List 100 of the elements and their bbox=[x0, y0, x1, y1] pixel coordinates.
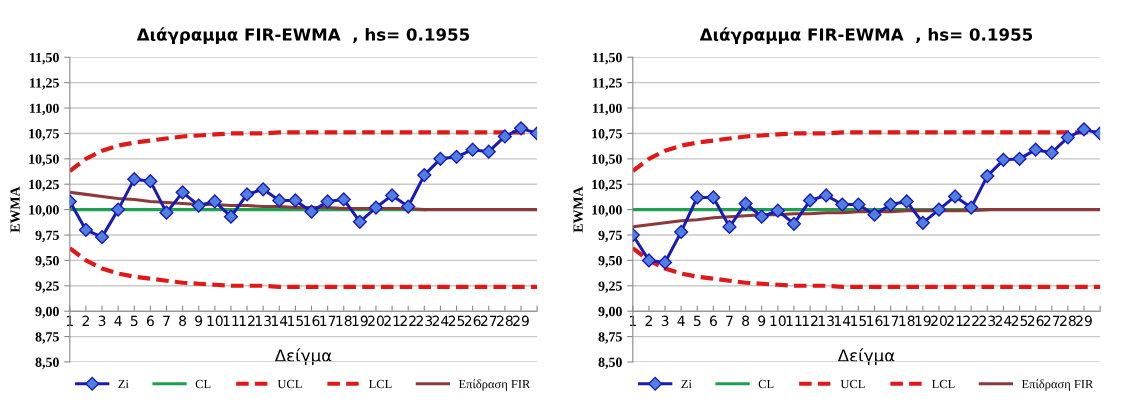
x-tick-label: 2 bbox=[645, 315, 652, 326]
legend-label: Επίδραση FIR bbox=[1021, 379, 1094, 391]
x-tick-label: 27 bbox=[1043, 315, 1060, 326]
y-axis-title: EWMA bbox=[573, 186, 583, 233]
y-tick-label: 8,50 bbox=[35, 357, 59, 369]
y-tick-label: 9,25 bbox=[35, 281, 59, 293]
x-tick-label: 22 bbox=[400, 315, 416, 326]
point bbox=[851, 197, 866, 212]
point bbox=[352, 214, 367, 229]
x-tick-label: 9 bbox=[195, 315, 203, 327]
point bbox=[94, 229, 110, 245]
point bbox=[127, 172, 142, 187]
x-tick-label: 4 bbox=[114, 315, 122, 326]
legend-label: Επίδραση FIR bbox=[458, 379, 531, 391]
x-tick-label: 29 bbox=[513, 315, 529, 327]
point bbox=[1028, 142, 1043, 157]
x-tick-label: 13 bbox=[818, 315, 834, 327]
point bbox=[465, 142, 480, 157]
x-tick-label: 1 bbox=[629, 315, 636, 326]
y-tick-label: 8,75 bbox=[35, 332, 59, 344]
x-tick-label: 3 bbox=[98, 315, 106, 327]
point bbox=[143, 174, 158, 189]
y-tick-label: 9,50 bbox=[35, 255, 59, 268]
x-tick-label: 17 bbox=[883, 315, 899, 326]
x-tick-label: 14 bbox=[271, 315, 288, 326]
line-series bbox=[632, 246, 1101, 289]
x-tick-label: 28 bbox=[1060, 315, 1076, 327]
point bbox=[336, 192, 351, 207]
y-tick-label: 10,50 bbox=[29, 154, 59, 166]
x-tick-label: 8 bbox=[742, 315, 750, 327]
point bbox=[1012, 151, 1027, 166]
y-tick-label: 9,75 bbox=[598, 230, 622, 242]
x-tick-label: 16 bbox=[867, 315, 883, 327]
point bbox=[931, 202, 947, 217]
y-tick-label: 10,25 bbox=[29, 179, 59, 192]
x-tick-label: 20 bbox=[931, 315, 947, 327]
point bbox=[513, 121, 529, 136]
x-tick-label: 16 bbox=[304, 315, 320, 327]
x-tick-label: 21 bbox=[947, 315, 963, 326]
point bbox=[657, 255, 673, 270]
legend-label: CL bbox=[758, 379, 774, 389]
y-tick-label: 8,75 bbox=[598, 332, 622, 344]
x-tick-label: 8 bbox=[179, 315, 187, 327]
point bbox=[1044, 145, 1059, 160]
point bbox=[738, 196, 753, 211]
x-tick-label: 19 bbox=[915, 315, 931, 327]
point bbox=[754, 209, 769, 224]
x-tick-label: 7 bbox=[163, 315, 170, 326]
x-tick-label: 15 bbox=[288, 315, 304, 327]
x-tick-label: 3 bbox=[661, 315, 669, 327]
x-tick-label: 21 bbox=[384, 315, 400, 326]
point bbox=[835, 197, 850, 212]
x-tick-label: 10 bbox=[770, 315, 786, 327]
y-tick-label: 8,50 bbox=[598, 357, 622, 369]
point bbox=[175, 185, 190, 200]
point bbox=[1060, 130, 1075, 145]
y-tick-label: 10,75 bbox=[29, 129, 59, 141]
y-tick-label: 9,75 bbox=[35, 230, 59, 242]
point bbox=[980, 169, 995, 184]
point bbox=[207, 194, 222, 209]
point bbox=[964, 200, 979, 215]
point bbox=[786, 216, 802, 231]
point bbox=[899, 194, 914, 209]
y-tick-label: 11,25 bbox=[593, 78, 622, 90]
x-tick-label: 26 bbox=[464, 315, 481, 327]
x-tick-label: 18 bbox=[899, 315, 915, 327]
x-tick-label: 12 bbox=[239, 315, 255, 326]
point bbox=[674, 224, 689, 240]
x-tick-label: 27 bbox=[480, 315, 497, 326]
y-tick-label: 10,75 bbox=[592, 129, 622, 141]
point bbox=[802, 193, 818, 208]
y-tick-label: 11,50 bbox=[593, 52, 622, 65]
y-tick-label: 9,00 bbox=[35, 306, 59, 319]
x-tick-label: 19 bbox=[352, 315, 368, 327]
x-tick-label: 12 bbox=[802, 315, 818, 326]
legend-label: LCL bbox=[369, 379, 392, 389]
y-tick-label: 9,25 bbox=[598, 281, 622, 293]
point bbox=[770, 203, 785, 218]
point bbox=[239, 187, 255, 202]
x-tick-label: 11 bbox=[786, 315, 802, 326]
y-tick-label: 10,00 bbox=[29, 205, 59, 217]
x-tick-label: 28 bbox=[497, 315, 513, 327]
x-tick-label: 14 bbox=[834, 315, 851, 326]
y-tick-label: 10,50 bbox=[592, 154, 622, 166]
x-tick-label: 10 bbox=[207, 315, 223, 327]
line-series bbox=[69, 246, 538, 289]
x-axis-title: Δείγμα bbox=[274, 348, 332, 366]
chart-title: Διάγραμμα FIR-EWMA , hs= 0.1955 bbox=[699, 27, 1033, 45]
y-tick-label: 11,00 bbox=[30, 103, 59, 116]
x-tick-label: 18 bbox=[336, 315, 352, 327]
legend-label: CL bbox=[195, 379, 211, 389]
y-tick-label: 10,00 bbox=[592, 205, 622, 217]
x-tick-label: 11 bbox=[223, 315, 239, 326]
point bbox=[915, 215, 930, 230]
point bbox=[320, 194, 335, 209]
y-tick-label: 11,00 bbox=[593, 103, 622, 116]
point bbox=[256, 182, 271, 197]
y-tick-label: 11,25 bbox=[30, 78, 59, 90]
point bbox=[690, 190, 705, 205]
legend-label: Zi bbox=[118, 379, 129, 389]
